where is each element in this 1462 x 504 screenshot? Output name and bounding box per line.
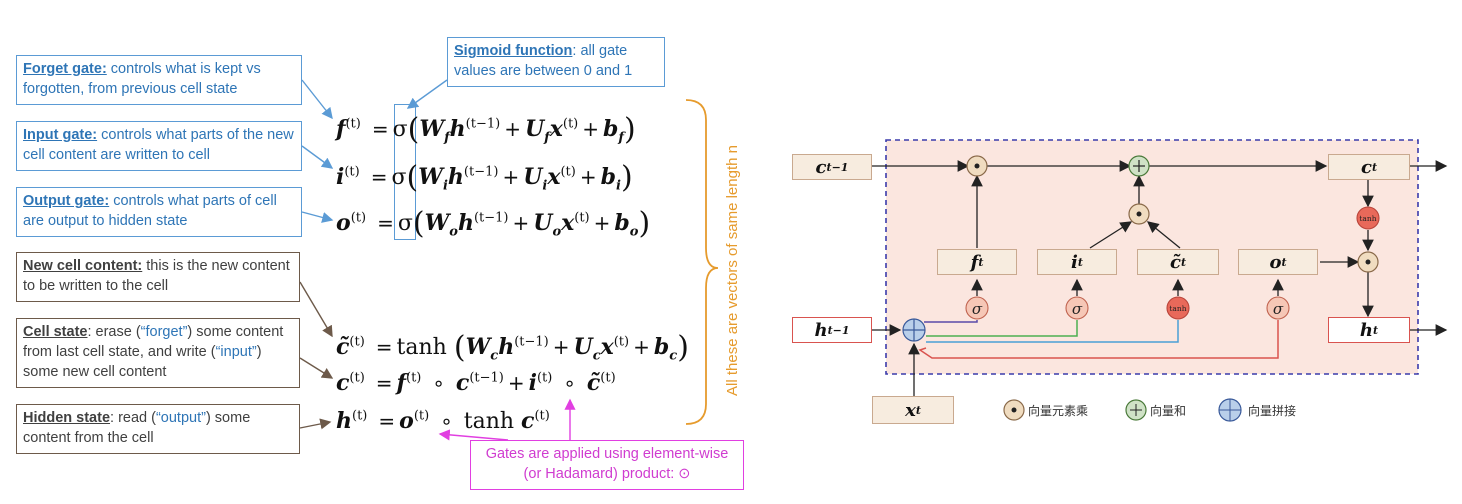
hidden-state-text-b: ) some content from the cell — [23, 410, 251, 446]
hidden-state-output-quote: “output” — [155, 410, 206, 426]
tanh-activation-candidate: tanh — [1166, 296, 1190, 320]
hidden-state-note: Hidden state: read (“output”) some conte… — [16, 404, 300, 454]
input-gate-note: Input gate: controls what parts of the n… — [16, 121, 302, 171]
h-prev-box: h t−1 — [792, 317, 872, 343]
new-cell-text: this is the new content to be written to… — [23, 258, 290, 294]
dot-circle-icon — [1003, 399, 1025, 421]
new-cell-note: New cell content: this is the new conten… — [16, 252, 300, 302]
cell-state-equation: c(t) = f(t) ∘ c(t−1) + i(t) ∘ c̃(t) — [336, 370, 616, 396]
c-tilde-box: c̃ t — [1137, 249, 1219, 275]
forget-gate-note: Forget gate: controls what is kept vs fo… — [16, 55, 302, 105]
concat-circle-icon — [1218, 398, 1242, 422]
forget-gate-title: Forget gate: — [23, 61, 107, 77]
sigma-activation-input: σ — [1065, 296, 1089, 320]
hidden-state-text-a: : read ( — [110, 410, 156, 426]
forget-gate-equation: f(t) = σ(Wfh(t−1) + Ufx(t) + bf) — [336, 112, 636, 147]
sigmoid-highlight-box — [394, 104, 416, 240]
cell-state-text-c: ) some new cell content — [23, 344, 262, 380]
forget-gate-text: controls what is kept vs forgotten, from… — [23, 61, 261, 97]
svg-text:σ: σ — [972, 300, 983, 318]
cell-state-title: Cell state — [23, 324, 88, 340]
hidden-state-equation: h(t) = o(t) ∘ tanh c(t) — [336, 408, 550, 434]
legend-label-multiply: 向量元素乘 — [1028, 404, 1089, 418]
hadamard-note: Gates are applied using element-wise (or… — [470, 440, 744, 490]
hadamard-line-2: (or Hadamard) product: ⊙ — [523, 466, 691, 482]
legend-label-add: 向量和 — [1150, 404, 1187, 418]
output-gate-text: controls what parts of cell are output t… — [23, 193, 277, 229]
concat-op — [902, 318, 926, 342]
cell-state-note: Cell state: erase (“forget”) some conten… — [16, 318, 300, 388]
output-gate-title: Output gate: — [23, 193, 110, 209]
svg-text:tanh: tanh — [1169, 304, 1186, 313]
output-gate-equation: o(t) = σ(Woh(t−1) + Uox(t) + bo) — [336, 206, 651, 241]
input-gate-text: controls what parts of the new cell cont… — [23, 127, 294, 163]
sigmoid-title: Sigmoid function — [454, 43, 573, 59]
multiply-op-output — [1357, 251, 1379, 273]
multiply-op-input — [1128, 203, 1150, 225]
input-gate-title: Input gate: — [23, 127, 98, 143]
new-cell-title: New cell content: — [23, 258, 143, 274]
sigma-activation-output: σ — [1266, 296, 1290, 320]
svg-text:tanh: tanh — [1359, 214, 1376, 223]
tanh-activation-output: tanh — [1356, 206, 1380, 230]
sigma-activation-forget: σ — [965, 296, 989, 320]
svg-text:σ: σ — [1072, 300, 1083, 318]
output-gate-note: Output gate: controls what parts of cell… — [16, 187, 302, 237]
new-cell-equation: c̃(t) = tanh (Wch(t−1) + Ucx(t) + bc) — [336, 330, 689, 365]
annotation-arrows — [299, 79, 719, 441]
cell-state-text-b: ) some content from last cell state, and… — [23, 324, 284, 360]
legend-label-concat: 向量拼接 — [1248, 404, 1297, 418]
hadamard-line-1: Gates are applied using element-wise — [485, 446, 729, 462]
cell-state-input-quote: “input” — [215, 344, 257, 360]
plus-circle-icon — [1125, 399, 1147, 421]
multiply-op-forget — [966, 155, 988, 177]
c-prev-box: c t−1 — [792, 154, 872, 180]
vector-length-label: All these are vectors of same length n — [724, 145, 741, 396]
cell-state-text-a: : erase ( — [87, 324, 141, 340]
cell-state-forget-quote: “forget” — [140, 324, 188, 340]
sigmoid-note: Sigmoid function: all gate values are be… — [447, 37, 665, 87]
hidden-state-title: Hidden state — [23, 410, 111, 426]
svg-text:σ: σ — [1273, 300, 1284, 318]
input-gate-equation: i(t) = σ(Wih(t−1) + Uix(t) + bi) — [336, 160, 633, 195]
add-op — [1128, 155, 1150, 177]
sigmoid-text: : all gate values are between 0 and 1 — [454, 43, 633, 79]
